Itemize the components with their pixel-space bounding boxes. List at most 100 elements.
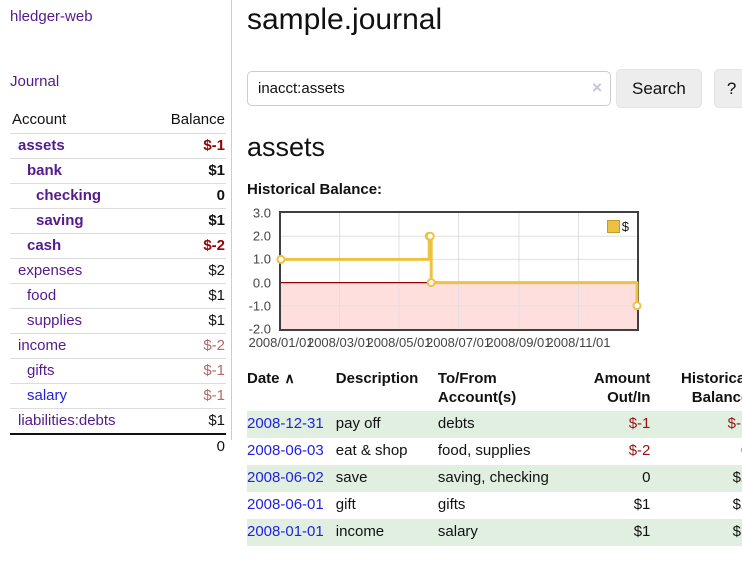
- chart-canvas: [276, 213, 642, 329]
- transaction-row: 2008-06-02 save saving, checking 0 $2: [247, 465, 742, 492]
- account-row: liabilities:debts $1: [10, 408, 226, 434]
- account-row: income $-2: [10, 333, 226, 359]
- y-tick-label: 0.0: [252, 275, 271, 291]
- account-link[interactable]: saving: [36, 212, 84, 229]
- chart-x-axis-labels: 2008/01/01 2008/03/01 2008/05/01 2008/07/01…: [248, 335, 639, 351]
- transaction-amount: $-1: [628, 415, 651, 432]
- transaction-balance: $2: [732, 496, 742, 513]
- transaction-date-link[interactable]: 2008-06-03: [247, 442, 324, 459]
- account-row: supplies $1: [10, 308, 226, 334]
- page-title: sample.journal: [247, 3, 443, 36]
- account-link[interactable]: gifts: [27, 362, 55, 379]
- account-link[interactable]: expenses: [18, 262, 83, 279]
- account-row: salary $-1: [10, 383, 226, 409]
- accounts-total-row: 0: [10, 433, 226, 459]
- accounts-table: Account Balance assets $-1 bank $1 check…: [10, 107, 226, 459]
- transaction-row: 2008-12-31 pay off debts $-1 $-1: [247, 411, 742, 438]
- x-tick-label: 2008/03/01: [306, 335, 373, 350]
- account-balance: $1: [150, 208, 226, 234]
- account-balance: $-1: [150, 133, 226, 159]
- transaction-accounts: salary: [437, 523, 478, 540]
- account-link[interactable]: salary: [27, 387, 68, 404]
- column-header-balance: Historical Balance: [680, 370, 742, 406]
- sort-asc-icon: ∧: [284, 370, 295, 386]
- x-tick-label: 2008/09/01: [486, 335, 552, 350]
- account-link[interactable]: assets: [18, 137, 65, 154]
- search-help-button[interactable]: ?: [713, 69, 742, 108]
- transaction-description: income: [335, 523, 385, 540]
- account-link[interactable]: bank: [27, 162, 63, 179]
- chart-title: Historical Balance:: [247, 181, 383, 198]
- search-input[interactable]: [247, 71, 611, 106]
- sidebar: hledger-web Journal Account Balance asse…: [0, 0, 232, 459]
- transaction-amount: $1: [633, 496, 651, 513]
- transaction-accounts: food, supplies: [437, 442, 531, 459]
- page: hledger-web Journal Account Balance asse…: [0, 0, 742, 546]
- account-row: bank $1: [10, 158, 226, 184]
- transaction-description: pay off: [335, 415, 381, 432]
- main-content: sample.journal × Search ? assets Histori…: [232, 0, 742, 546]
- transaction-balance: $-1: [727, 415, 742, 432]
- accounts-header-account: Account: [12, 111, 67, 128]
- x-tick-label: 2008/05/01: [366, 335, 432, 350]
- transaction-accounts: saving, checking: [437, 469, 549, 486]
- account-link[interactable]: liabilities:debts: [18, 412, 116, 429]
- search-button[interactable]: Search: [616, 69, 702, 108]
- transaction-accounts: gifts: [437, 496, 466, 513]
- column-header-description: Description: [335, 370, 419, 387]
- transaction-balance: $2: [732, 469, 742, 486]
- transaction-date-link[interactable]: 2008-12-31: [247, 415, 324, 432]
- account-balance: $-2: [150, 233, 226, 259]
- transaction-date-link[interactable]: 2008-01-01: [247, 523, 324, 540]
- y-tick-label: 2.0: [252, 228, 271, 244]
- transaction-description: eat & shop: [335, 442, 408, 459]
- column-header-date[interactable]: Date ∧: [247, 370, 295, 387]
- register-table: Date ∧ Description To/From Account(s) Amo…: [247, 367, 742, 546]
- column-header-amount: Amount Out/In: [593, 370, 651, 406]
- x-tick-label: 2008/01/01: [248, 335, 314, 350]
- chart-y-axis-labels: 3.0 2.0 1.0 0.0 -1.0 -2.0: [247, 206, 275, 337]
- transaction-amount: $1: [633, 523, 651, 540]
- transaction-balance: $1: [732, 523, 742, 540]
- transaction-balance: 0: [650, 438, 742, 465]
- clear-search-icon[interactable]: ×: [592, 78, 602, 97]
- account-link[interactable]: food: [27, 287, 57, 304]
- x-tick-label: 2008/07/01: [425, 335, 492, 350]
- account-row: checking 0: [10, 183, 226, 209]
- account-balance: $2: [150, 258, 226, 284]
- account-balance: $1: [150, 308, 226, 334]
- transaction-description: save: [335, 469, 368, 486]
- chart-plot-area: $: [276, 211, 642, 331]
- legend-swatch-icon: [606, 220, 620, 233]
- accounts-header-balance: Balance: [170, 111, 225, 128]
- account-link[interactable]: supplies: [27, 312, 83, 329]
- account-link[interactable]: income: [18, 337, 67, 354]
- transaction-date-link[interactable]: 2008-06-01: [247, 496, 324, 513]
- transaction-accounts: debts: [437, 415, 475, 432]
- account-balance: $1: [150, 283, 226, 309]
- transaction-row: 2008-01-01 income salary $1 $1: [247, 519, 742, 546]
- transaction-date-link[interactable]: 2008-06-02: [247, 469, 324, 486]
- app-title-link[interactable]: hledger-web: [10, 8, 93, 25]
- transaction-amount: 0: [642, 469, 651, 486]
- y-tick-label: 3.0: [252, 205, 271, 221]
- account-row: assets $-1: [10, 133, 226, 159]
- account-heading: assets: [247, 132, 326, 162]
- legend-label: $: [621, 219, 629, 234]
- historical-balance-chart: 3.0 2.0 1.0 0.0 -1.0 -2.0 $ 2008/01/01 2008/03…: [247, 206, 643, 350]
- account-link[interactable]: checking: [36, 187, 102, 204]
- account-balance: 0: [150, 183, 226, 209]
- accounts-total: 0: [150, 433, 226, 459]
- transaction-description: gift: [335, 496, 356, 513]
- column-header-accounts: To/From Account(s): [437, 370, 517, 406]
- account-link[interactable]: cash: [27, 237, 62, 254]
- account-row: saving $1: [10, 208, 226, 234]
- account-row: gifts $-1: [10, 358, 226, 384]
- chart-legend: $: [604, 218, 631, 235]
- account-row: expenses $2: [10, 258, 226, 284]
- account-balance: $-1: [150, 383, 226, 409]
- sidebar-item-journal[interactable]: Journal: [10, 73, 60, 90]
- transaction-row: 2008-06-01 gift gifts $1 $2: [247, 492, 742, 519]
- account-balance: $-2: [150, 333, 226, 359]
- account-balance: $1: [150, 158, 226, 184]
